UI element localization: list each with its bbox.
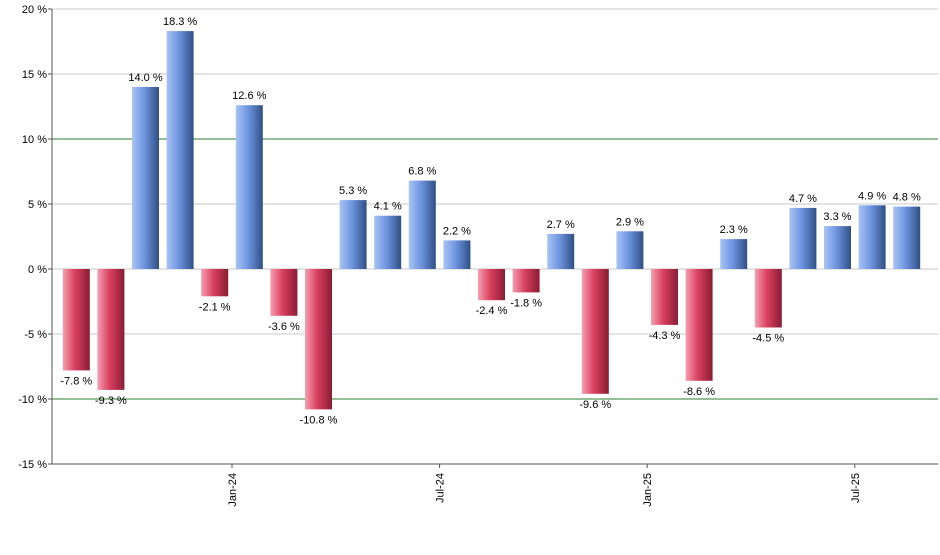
y-tick-label: -15 % — [18, 459, 47, 471]
data-label: -2.4 % — [476, 305, 508, 317]
x-tick-label: Jul-25 — [850, 473, 862, 503]
bar — [685, 269, 713, 381]
data-label: 2.7 % — [547, 219, 575, 231]
axes — [48, 8, 938, 468]
data-label: 12.6 % — [232, 90, 266, 102]
data-label: -9.3 % — [95, 395, 127, 407]
bar — [547, 233, 575, 269]
bar — [408, 180, 436, 269]
data-label: 6.8 % — [408, 166, 436, 178]
bar — [616, 231, 644, 269]
data-label: -3.6 % — [268, 321, 300, 333]
y-tick-label: 0 % — [28, 264, 47, 276]
bar — [824, 226, 851, 269]
bar — [754, 269, 782, 328]
bar — [166, 31, 194, 269]
bar — [97, 269, 125, 390]
bar — [270, 269, 298, 316]
data-label: 4.7 % — [789, 193, 817, 205]
y-tick-label: 5 % — [28, 199, 47, 211]
bar — [374, 215, 402, 269]
data-label: -4.5 % — [752, 333, 784, 345]
data-label: -9.6 % — [579, 399, 611, 411]
data-label: 4.1 % — [374, 201, 402, 213]
bar — [305, 269, 332, 410]
data-label: 5.3 % — [339, 185, 367, 197]
data-label: 14.0 % — [128, 72, 162, 84]
y-tick-label: 10 % — [22, 134, 47, 146]
y-tick-label: -10 % — [18, 394, 47, 406]
bar — [132, 87, 159, 269]
bar — [201, 269, 229, 297]
x-tick-label: Jan-25 — [642, 473, 654, 507]
bar — [789, 207, 817, 269]
grid-lines — [52, 8, 938, 465]
bar — [339, 200, 367, 269]
bar — [720, 239, 748, 269]
bars — [62, 31, 921, 410]
data-label: 2.9 % — [616, 216, 644, 228]
y-tick-label: -5 % — [24, 329, 47, 341]
data-label: 18.3 % — [163, 16, 197, 28]
data-label: -1.8 % — [510, 297, 542, 309]
bar — [512, 269, 540, 293]
data-label: -8.6 % — [683, 386, 715, 398]
data-label: 4.9 % — [858, 190, 886, 202]
bar — [893, 206, 921, 269]
data-label: -10.8 % — [300, 414, 338, 426]
data-label: -2.1 % — [199, 301, 231, 313]
data-label: 2.2 % — [443, 225, 471, 237]
bar — [581, 269, 609, 394]
bar — [235, 105, 263, 269]
bar — [478, 269, 505, 301]
data-label: 2.3 % — [720, 224, 748, 236]
x-tick-label: Jul-24 — [435, 473, 447, 503]
data-label: 4.8 % — [893, 192, 921, 204]
data-label: -7.8 % — [60, 375, 92, 387]
data-label: -4.3 % — [649, 330, 681, 342]
bar — [443, 240, 471, 269]
x-tick-label: Jan-24 — [227, 473, 239, 507]
bar — [651, 269, 678, 325]
y-tick-label: 20 % — [22, 4, 47, 16]
bar — [62, 269, 90, 371]
data-label: 3.3 % — [823, 211, 851, 223]
y-tick-label: 15 % — [22, 69, 47, 81]
labels: -15 %-10 %-5 %0 %5 %10 %15 %20 %-7.8 %-9… — [18, 4, 921, 507]
bar — [858, 205, 886, 269]
